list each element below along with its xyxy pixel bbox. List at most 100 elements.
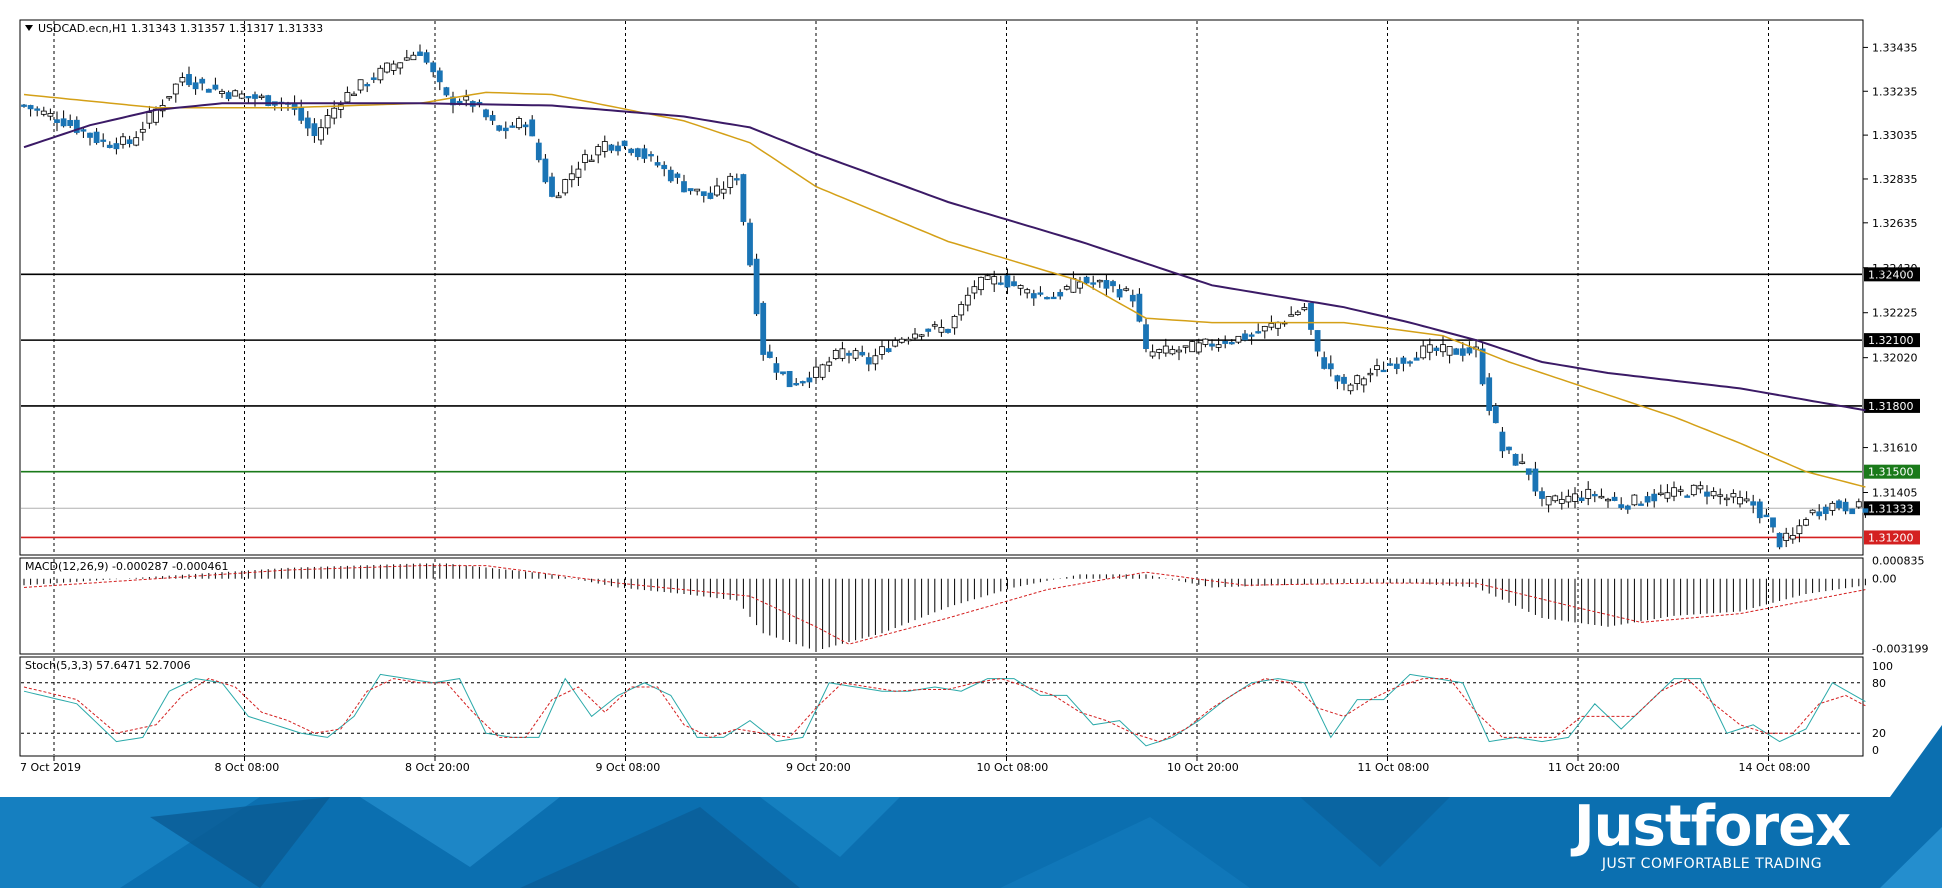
candle [1380,361,1387,373]
time-tick-label: 8 Oct 20:00 [405,761,470,774]
candle [601,135,608,158]
candle [370,72,377,84]
candle [529,115,536,137]
candle [106,141,113,149]
candle [133,131,140,147]
candle [232,89,239,97]
stoch-tick-label: 80 [1872,677,1886,690]
candle [1512,453,1519,466]
stoch-label: Stoch(5,3,3) 57.6471 52.7006 [25,659,191,672]
candle [1532,461,1539,497]
candle [773,357,780,380]
candle [1598,488,1605,499]
candle [1651,488,1658,508]
candle [799,380,806,387]
candle [885,339,892,353]
candle [753,253,760,316]
candle [1789,527,1796,544]
candle [727,172,734,195]
candle [1334,374,1341,390]
candle [34,106,41,117]
candle [733,173,740,186]
candle [212,77,219,91]
candle [1479,342,1486,386]
candle [964,287,971,312]
level-tag-text: 1.32400 [1868,268,1914,281]
candle [21,103,27,108]
macd-axis: 0.000835 0.00 -0.003199 [1872,555,1928,656]
candle [925,328,932,337]
candle [674,172,681,184]
candle [1433,345,1440,356]
candle [714,177,720,197]
dropdown-triangle-icon[interactable] [25,25,33,31]
price-chart: 1.32400 1.32100 1.31800 1.31500 1.31333 1.312… [19,19,1942,774]
candle [73,116,80,135]
level-tag-text: 1.31800 [1868,400,1914,413]
candle [403,49,410,62]
chart-title: USDCAD.ecn,H1 1.31343 1.31357 1.31317 1.… [38,22,323,35]
time-tick-label: 14 Oct 08:00 [1739,761,1811,774]
candle [1704,485,1710,505]
macd-signal-line [23,565,1866,645]
candle [1862,506,1869,518]
candle [615,141,621,156]
candle [832,348,839,361]
candle [1440,336,1446,357]
candle [588,154,595,162]
candle [1737,490,1743,508]
candle [1209,339,1215,351]
candle [826,356,833,373]
candle [1044,296,1050,300]
candle [489,110,496,126]
price-axis: 1.33435 1.33235 1.33035 1.32835 1.32635 1.324… [1863,41,1918,500]
candle [1644,491,1651,507]
candle [1763,508,1770,518]
candle [496,124,503,132]
candle [1354,374,1361,391]
candle [1407,360,1413,367]
candle [786,370,793,388]
time-tick-label: 10 Oct 20:00 [1167,761,1239,774]
candle [384,62,390,74]
candle [80,128,87,138]
candle [1182,345,1189,354]
candle [324,108,331,135]
candle [1717,488,1724,505]
candle [1248,332,1255,345]
candle [766,344,773,359]
candle [522,121,529,136]
level-tag: 1.31200 [1864,530,1920,545]
ma-fast-line [23,91,1866,488]
candle [1492,403,1499,424]
candle [423,49,430,65]
candle [938,319,945,337]
candle [139,121,146,141]
candle [60,110,67,128]
candle [1123,286,1130,292]
candle [390,60,397,75]
candle [443,86,450,97]
candle [1077,276,1083,294]
candle [126,135,133,148]
candle [1565,489,1572,508]
candle [575,161,582,187]
price-tick-label: 1.32835 [1872,173,1918,186]
candle [225,90,232,102]
candle [793,378,800,386]
candle [1611,492,1618,502]
candle [1129,289,1136,308]
candle [179,72,186,87]
candle [608,143,615,154]
time-axis: 7 Oct 2019 8 Oct 08:00 8 Oct 20:00 9 Oct 08… [20,756,1942,774]
candle [146,105,153,129]
candle [1710,487,1717,500]
candle [1189,340,1196,353]
candle [1341,373,1347,391]
candle [509,122,516,128]
candle [186,66,192,88]
candle [417,44,423,57]
candle [1037,286,1044,297]
candle [1453,347,1460,355]
candle [1374,358,1380,377]
